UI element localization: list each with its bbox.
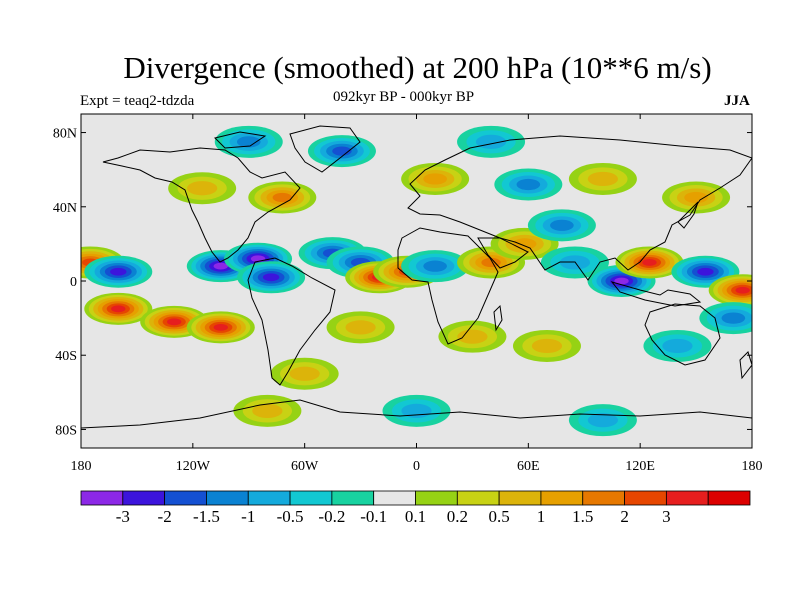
divergence-contour [614,277,629,285]
colorbar-label: -0.5 [277,507,304,526]
colorbar-swatch [415,490,458,506]
colorbar-label: -2 [158,507,172,526]
colorbar-label: 0.5 [489,507,510,526]
colorbar-label: 1 [537,507,546,526]
colorbar-swatch [624,490,667,506]
lon-tick-label: 180 [742,459,763,474]
lon-tick-label: 180 [71,459,92,474]
colorbar-label: -0.2 [318,507,345,526]
colorbar-swatch [122,490,166,506]
divergence-contour [721,312,746,324]
colorbar-swatch [164,490,207,506]
colorbar-label: 0.1 [405,507,426,526]
colorbar-label: -1.5 [193,507,220,526]
coastlines [81,125,752,429]
lat-tick-label: 80S [55,423,77,438]
divergence-contour [684,191,708,204]
lon-tick-label: 120W [176,459,211,474]
divergence-contour [587,413,618,428]
divergence-contour [213,262,228,270]
lon-tick-label: 60E [517,459,540,474]
lat-tick-label: 80N [53,127,77,142]
divergence-contour [516,178,541,191]
colorbar-label: 1.5 [572,507,593,526]
colorbar-label: -3 [116,507,130,526]
colorbar-label: -0.1 [360,507,387,526]
lon-tick-label: 60W [291,459,319,474]
map-area [81,114,752,448]
season-label: JJA [724,93,750,109]
divergence-contour [457,329,488,344]
divergence-contour [213,323,228,331]
lon-tick-label: 0 [413,459,420,474]
divergence-contour [531,338,563,354]
colorbar-swatch [665,490,709,506]
divergence-contour [166,318,182,326]
longitude-axis: 180 120W 60W 0 60E 120E 180 [71,114,763,474]
colorbar-swatch [80,490,124,506]
divergence-contour [662,338,693,354]
divergence-contour [512,238,537,250]
colorbar-swatch [498,490,542,506]
colorbar-swatch [289,490,333,506]
divergence-contour [423,260,447,272]
divergence-field [81,125,752,437]
colorbar-labels: -3 -2 -1.5 -1 -0.5 -0.2 -0.1 0.1 0.2 0.5 1 1.5 2 3 [116,507,671,526]
divergence-contour [111,305,126,313]
colorbar-label: 2 [620,507,629,526]
divergence-contour [110,267,127,276]
colorbar-swatch [206,490,249,506]
divergence-contour [289,366,320,381]
lat-tick-label: 40N [53,201,77,216]
divergence-contour [187,181,218,196]
experiment-label: Expt = teaq2-tdzda [80,93,195,109]
lat-tick-label: 0 [70,275,77,290]
divergence-contour [481,257,501,268]
colorbar-swatch [540,490,584,506]
colorbar-swatch [373,490,416,506]
divergence-contour [272,192,292,203]
divergence-contour [642,259,657,266]
divergence-contour [697,267,714,276]
divergence-contour [423,173,447,185]
colorbar-label: -1 [241,507,255,526]
colorbar [80,490,751,506]
colorbar-label: 3 [662,507,671,526]
colorbar-label: 0.2 [447,507,468,526]
divergence-contour [550,219,574,231]
divergence-contour [236,136,261,148]
divergence-contour [332,146,352,156]
period-label: 092kyr BP - 000kyr BP [333,89,475,105]
latitude-axis: 80N 40N 0 40S 80S [53,127,752,438]
divergence-contour [587,171,618,187]
divergence-contour [252,403,283,418]
lat-tick-label: 40S [55,349,77,364]
divergence-contour [735,286,750,294]
colorbar-swatch [247,490,291,506]
divergence-contour [262,273,280,282]
colorbar-swatch [331,490,375,506]
colorbar-swatch [707,490,751,506]
colorbar-swatch [456,490,500,506]
plot-title: Divergence (smoothed) at 200 hPa (10**6 … [123,50,712,85]
lon-tick-label: 120E [625,459,655,474]
colorbar-swatch [582,490,625,506]
divergence-contour [345,320,376,335]
